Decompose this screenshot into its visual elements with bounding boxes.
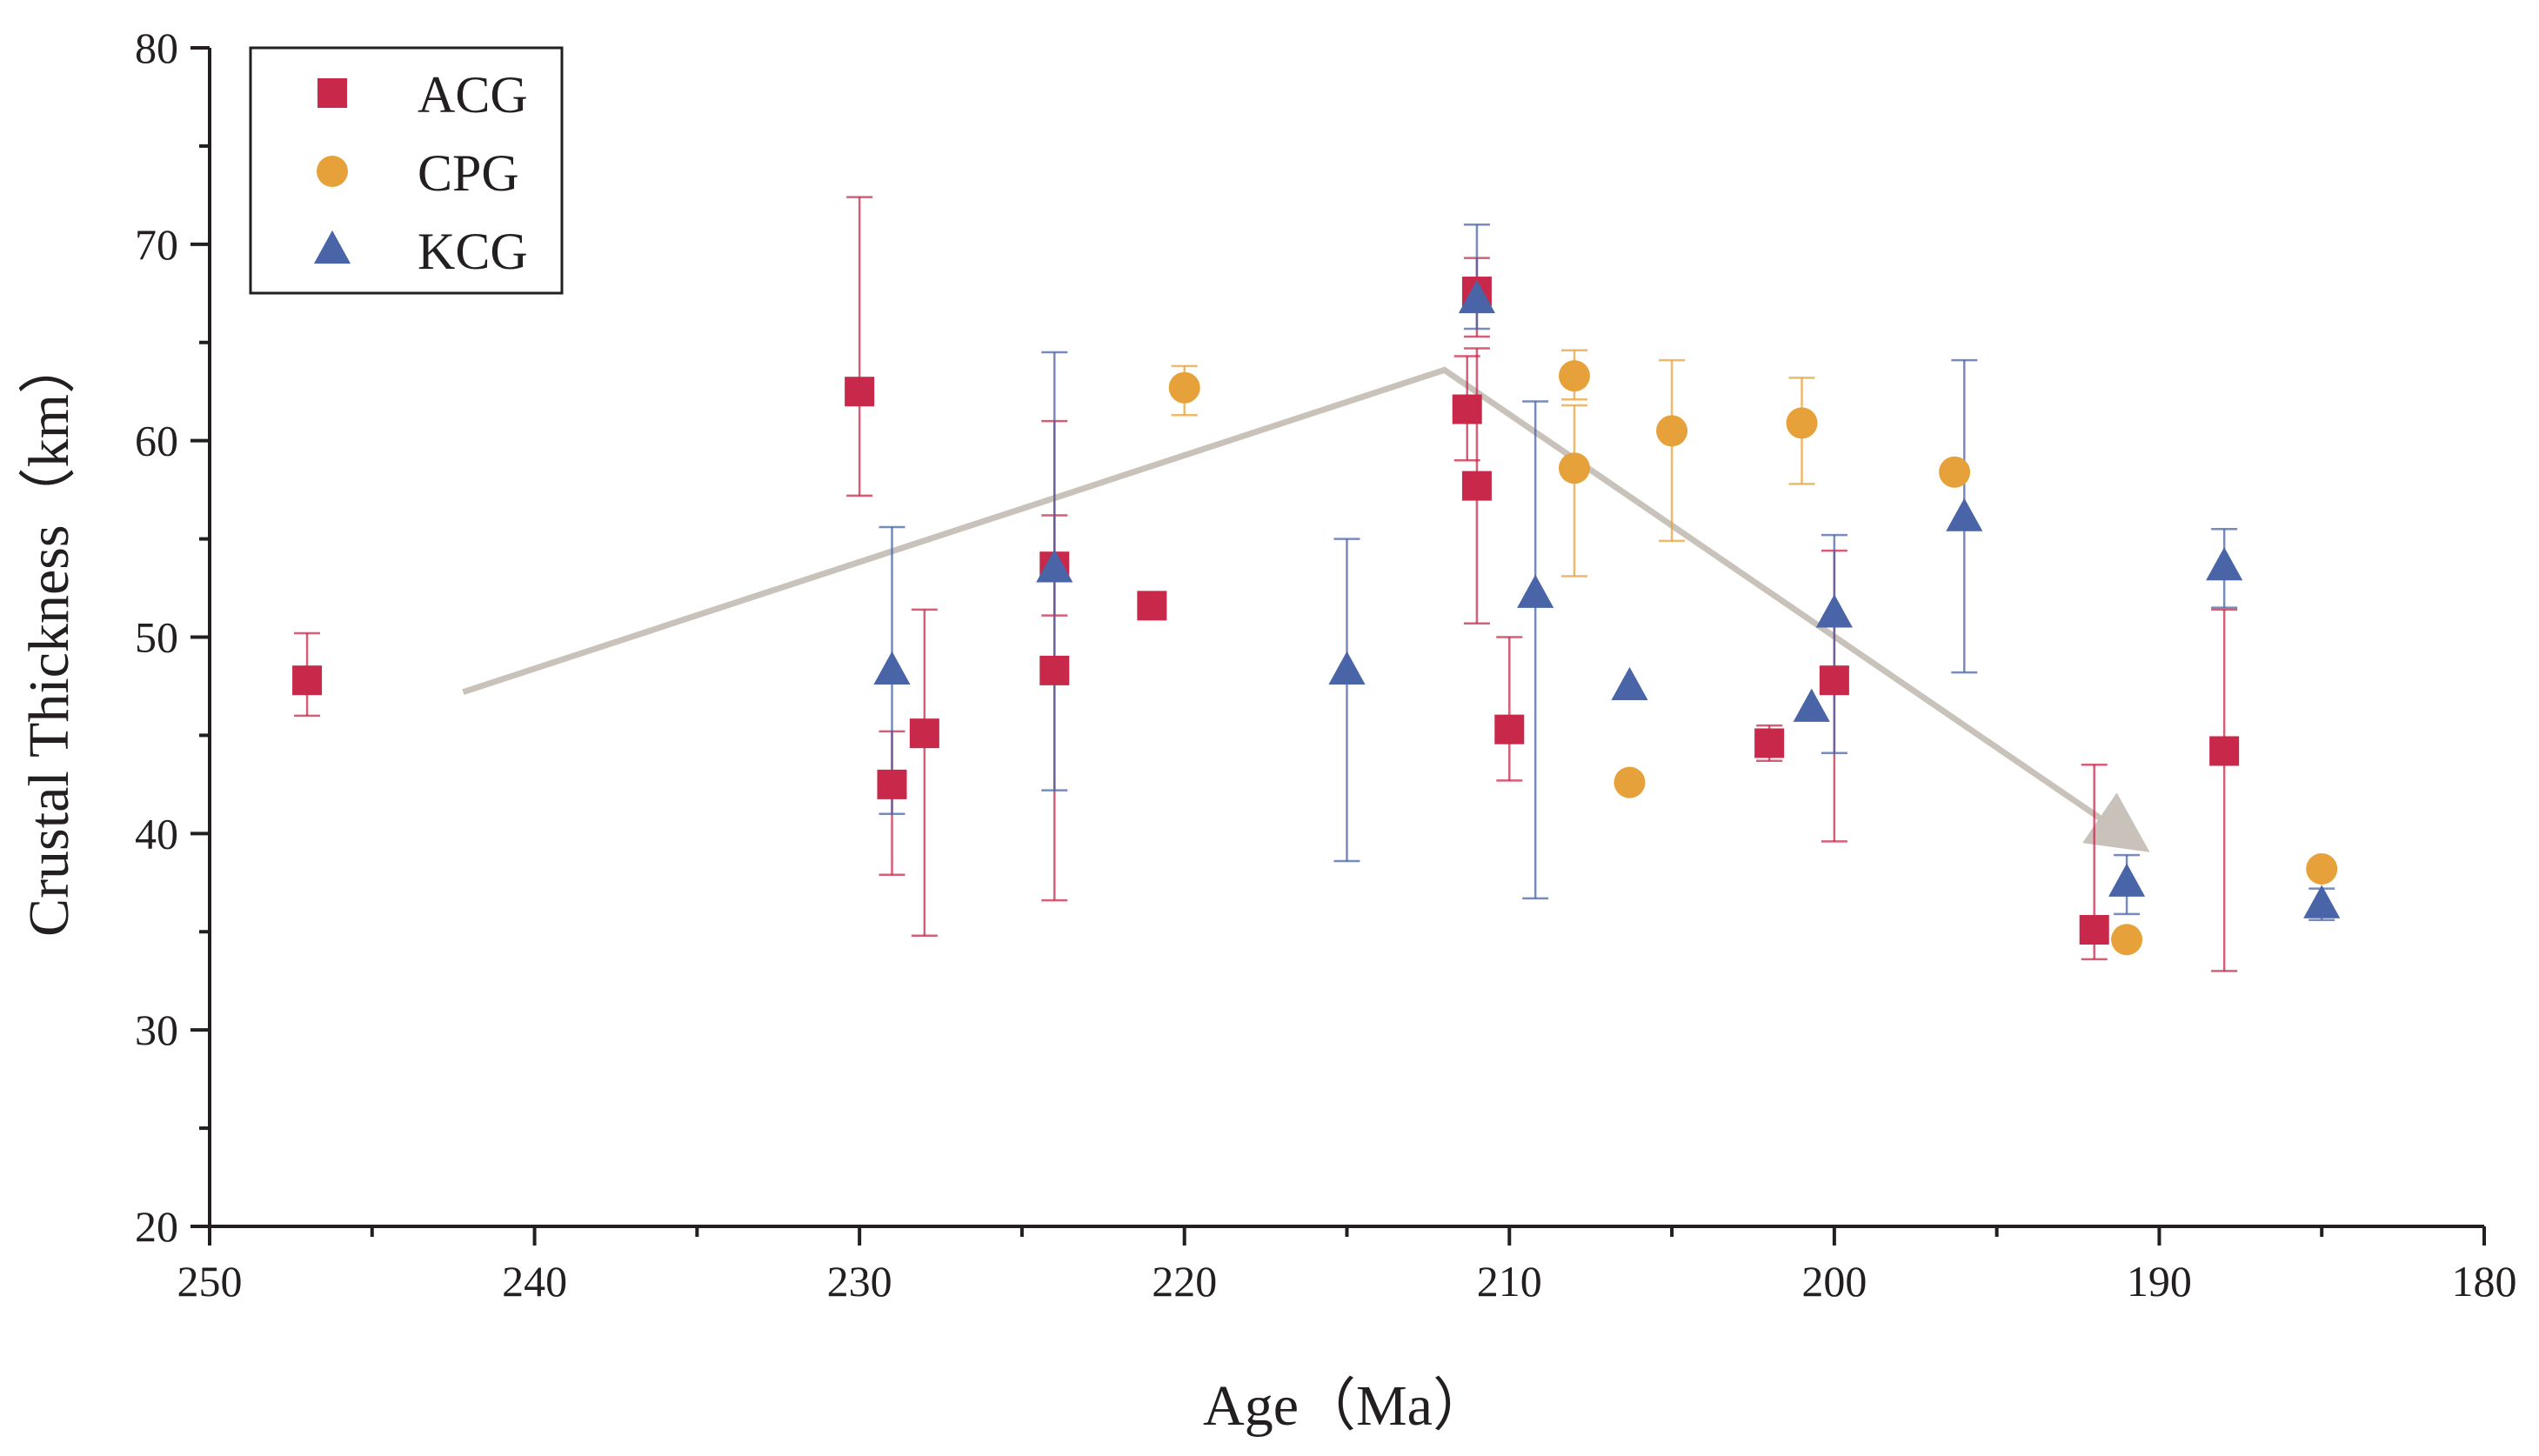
y-tick-label: 30 [135, 1005, 178, 1054]
kcg-legend-marker [313, 230, 351, 264]
y-tick-label: 40 [135, 809, 178, 858]
x-tick-label: 180 [2452, 1257, 2517, 1306]
data-markers [292, 277, 2341, 956]
acg-legend-marker [317, 78, 347, 108]
trend-line [462, 366, 2150, 852]
kcg-point [873, 651, 911, 685]
y-axis-ticks: 20 30 40 50 60 70 80 [135, 23, 210, 1251]
kcg-point [1458, 279, 1496, 314]
cpg-point [2111, 924, 2143, 956]
cpg-legend-label: CPG [418, 144, 519, 202]
acg-point [292, 665, 323, 696]
acg-point [1452, 394, 1482, 424]
x-tick-label: 250 [177, 1257, 243, 1306]
legend: ACG CPG KCG [249, 46, 564, 295]
acg-point [1039, 655, 1070, 685]
acg-point [1754, 728, 1785, 758]
acg-point [877, 769, 907, 799]
kcg-point [1815, 594, 1853, 628]
acg-point [1137, 591, 1167, 621]
x-axis-ticks: 250 240 230 220 210 200 190 180 [177, 1226, 2517, 1306]
error-bars [294, 196, 2335, 972]
x-tick-label: 220 [1152, 1257, 1217, 1306]
acg-point [2209, 736, 2240, 766]
y-tick-label: 50 [135, 613, 178, 662]
kcg-point [1036, 549, 1073, 583]
acg-point [2079, 914, 2109, 945]
cpg-point [1656, 415, 1688, 447]
kcg-point [1328, 651, 1366, 685]
cpg-point [1786, 407, 1818, 439]
cpg-point [2306, 852, 2338, 885]
cpg-point [1939, 456, 1971, 488]
x-tick-label: 240 [502, 1257, 567, 1306]
kcg-point [1946, 498, 1983, 531]
acg-point [1494, 714, 1525, 745]
cpg-point [1168, 371, 1200, 404]
trend-arrow [462, 366, 2150, 852]
kcg-point [2206, 547, 2243, 581]
kcg-point [2108, 863, 2146, 897]
y-tick-label: 70 [135, 220, 178, 269]
acg-point [909, 718, 939, 749]
x-tick-label: 200 [1801, 1257, 1867, 1306]
y-axis-title: Crustal Thickness（km） [17, 337, 81, 937]
kcg-point [2303, 885, 2341, 918]
cpg-legend-marker [317, 156, 348, 187]
cpg-point [1559, 360, 1590, 392]
acg-point [845, 377, 875, 407]
acg-point [1819, 665, 1849, 696]
legend-box [249, 46, 564, 295]
cpg-point [1614, 766, 1646, 798]
acg-point [1461, 471, 1492, 501]
cpg-point [1559, 452, 1590, 484]
acg-legend-label: ACG [418, 66, 528, 124]
x-axis-title: Age（Ma） [1203, 1374, 1490, 1438]
x-tick-label: 190 [2127, 1257, 2192, 1306]
kcg-point [1793, 688, 1830, 722]
x-tick-label: 230 [827, 1257, 892, 1306]
y-tick-label: 80 [135, 23, 178, 72]
y-tick-label: 20 [135, 1202, 178, 1251]
x-tick-label: 210 [1477, 1257, 1542, 1306]
y-tick-label: 60 [135, 417, 178, 465]
kcg-point [1517, 574, 1554, 608]
kcg-point [1611, 666, 1648, 701]
kcg-legend-label: KCG [418, 223, 528, 280]
